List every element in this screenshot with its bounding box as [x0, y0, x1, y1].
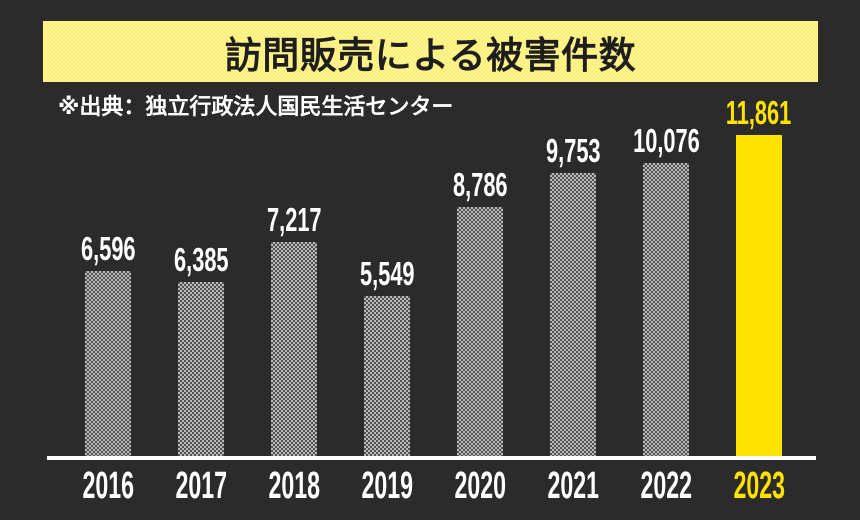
bar-2023	[736, 135, 782, 456]
year-label-2020: 2020	[434, 466, 526, 506]
year-label-text: 2020	[454, 465, 506, 507]
source-note: ※出典：独立行政法人国民生活センター	[58, 94, 454, 119]
bar-2017	[178, 282, 224, 456]
value-label-2019: 5,549	[359, 255, 415, 292]
bar-group-2020: 8,786	[434, 168, 526, 456]
year-label-text: 2016	[82, 465, 134, 507]
year-label-2019: 2019	[341, 466, 433, 506]
bar-group-2021: 9,753	[527, 134, 619, 456]
bar-2019	[364, 296, 410, 456]
bar-group-2018: 7,217	[248, 203, 340, 456]
bar-group-2023: 11,861	[713, 96, 805, 456]
x-axis-line	[47, 456, 816, 460]
bar-group-2016: 6,596	[62, 232, 154, 456]
year-label-2017: 2017	[155, 466, 247, 506]
bar-2018	[271, 242, 317, 456]
year-label-2016: 2016	[62, 466, 154, 506]
year-label-text: 2017	[175, 465, 227, 507]
bar-group-2017: 6,385	[155, 243, 247, 456]
value-label-2021: 9,753	[545, 132, 601, 169]
value-label-2016: 6,596	[80, 230, 136, 267]
chart-title: 訪問販売による被害件数	[224, 34, 637, 76]
value-label-2020: 8,786	[452, 166, 508, 203]
title-banner: 訪問販売による被害件数	[43, 21, 818, 82]
value-label-2023: 11,861	[726, 94, 792, 131]
year-label-text: 2018	[268, 465, 320, 507]
bar-2016	[85, 271, 131, 456]
year-label-text: 2023	[733, 465, 785, 507]
bar-2020	[457, 207, 503, 456]
value-label-2018: 7,217	[266, 201, 322, 238]
year-label-2023: 2023	[713, 466, 805, 506]
year-label-2021: 2021	[527, 466, 619, 506]
bar-2022	[643, 163, 689, 456]
bar-2021	[550, 173, 596, 456]
value-label-2022: 10,076	[632, 122, 700, 159]
bar-group-2019: 5,549	[341, 257, 433, 456]
bar-group-2022: 10,076	[620, 124, 712, 456]
year-label-text: 2021	[547, 465, 599, 507]
year-label-2018: 2018	[248, 466, 340, 506]
year-label-text: 2019	[361, 465, 413, 507]
year-label-2022: 2022	[620, 466, 712, 506]
year-label-text: 2022	[640, 465, 692, 507]
value-label-2017: 6,385	[173, 241, 229, 278]
